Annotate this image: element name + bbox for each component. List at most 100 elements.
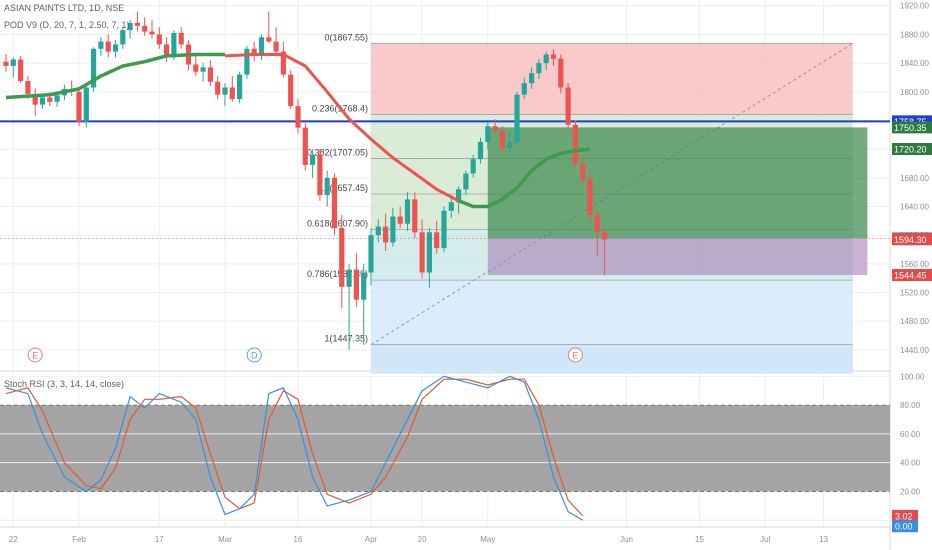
oscillator-legend: Stoch RSI (3, 3, 14, 14, close) <box>4 379 125 389</box>
candle-body <box>499 130 505 148</box>
time-tick-label: Jul <box>760 535 770 544</box>
candle-body <box>331 177 338 229</box>
price-tick-label: 1640.00 <box>900 203 929 212</box>
candle-body <box>602 232 608 240</box>
candle-body <box>47 97 53 102</box>
candle-body <box>178 32 184 45</box>
candle-body <box>258 37 265 56</box>
time-tick-label: Feb <box>72 535 86 544</box>
candle-body <box>54 95 60 102</box>
candle-body <box>426 232 432 273</box>
candle-body <box>383 226 389 243</box>
candle-body <box>397 216 403 224</box>
candle-body <box>112 44 119 52</box>
fib-level-label: 0.5(1657.45) <box>317 183 368 193</box>
osc-tick-label: 80.00 <box>900 401 921 410</box>
candle-body <box>448 202 454 211</box>
candle-body <box>565 87 571 125</box>
price-tick-label: 1560.00 <box>900 260 929 269</box>
osc-label-tag <box>892 520 918 533</box>
osc-tick-label: 60.00 <box>900 430 921 439</box>
candle-body <box>375 226 381 236</box>
price-tick-label: 1880.00 <box>900 30 929 39</box>
osc-tick-label: 20.00 <box>900 487 921 496</box>
candle-body <box>25 81 31 94</box>
candle-body <box>346 269 352 287</box>
osc-tick-label: 100.00 <box>900 372 925 381</box>
candle-body <box>76 91 82 122</box>
candle-body <box>514 94 520 142</box>
fib-level-label: 1(1447.35) <box>324 334 368 344</box>
price-tick-label: 1800.00 <box>900 88 929 97</box>
candle-body <box>558 58 564 88</box>
candle-body <box>456 189 462 203</box>
time-tick-label: 13 <box>819 535 828 544</box>
candle-body <box>572 124 578 164</box>
candle-body <box>193 64 199 72</box>
price-tick-label: 1920.00 <box>900 2 929 11</box>
candle-body <box>164 44 170 58</box>
ma-green-line <box>5 52 225 100</box>
candle-body <box>507 141 513 148</box>
fib-zone <box>371 43 853 115</box>
event-marker <box>27 347 43 363</box>
candle-body <box>200 67 206 72</box>
event-marker <box>567 347 583 363</box>
candle-body <box>550 54 557 59</box>
candle-body <box>10 59 16 66</box>
candle-body <box>83 87 89 122</box>
candle-body <box>273 41 279 52</box>
time-tick-label: 22 <box>9 535 18 544</box>
moving-averages <box>5 52 591 209</box>
price-tick-label: 1440.00 <box>900 346 929 355</box>
candle-body <box>529 73 535 84</box>
candle-body <box>587 179 593 216</box>
candle-body <box>580 163 586 180</box>
price-label-text: 1544.45 <box>894 271 927 281</box>
osc-label-tag <box>892 509 918 522</box>
candle-body <box>434 232 440 249</box>
candle-body <box>310 154 316 165</box>
candle-body <box>207 67 213 82</box>
candle-body <box>149 31 155 35</box>
candle-body <box>171 32 177 58</box>
candle-body <box>229 87 235 99</box>
event-label: D <box>251 351 258 361</box>
osc-label-text: 3.02 <box>895 511 913 521</box>
price-axis[interactable]: 1920.001880.001840.001800.001760.001720.… <box>891 0 932 550</box>
time-axis[interactable]: 22 Feb 17 Mar 16 Apr 20 May Jun 15 Jul 13 <box>9 535 829 544</box>
event-label: E <box>572 351 578 361</box>
fib-level-label: 0(1867.55) <box>324 32 368 42</box>
candle-body <box>18 59 24 82</box>
price-label-tag <box>892 121 932 134</box>
candle-body <box>244 48 250 75</box>
candle-body <box>156 34 162 45</box>
price-label-tag <box>892 233 932 246</box>
candle-body <box>127 22 133 31</box>
candle-body <box>441 210 447 249</box>
fib-zone <box>371 344 853 374</box>
time-tick-label: Mar <box>218 535 232 544</box>
price-label-tag <box>892 269 932 282</box>
candle-body <box>361 272 367 300</box>
candle-body <box>353 269 359 300</box>
candle-body <box>485 126 491 142</box>
price-tick-label: 1840.00 <box>900 59 929 68</box>
candle-body <box>521 83 527 95</box>
candle-body <box>339 228 345 287</box>
osc-tick-label: 40.00 <box>900 459 921 468</box>
indicator-legend: POD V9 (D, 20, 7, 1, 2.50, 7, 1) <box>4 20 130 30</box>
candle-body <box>280 51 286 75</box>
osc-label-text: 0.00 <box>895 522 913 532</box>
time-tick-label: Jun <box>620 535 633 544</box>
profit-zone <box>487 127 868 239</box>
long-position-tool[interactable] <box>487 127 868 276</box>
candle-body <box>594 215 600 233</box>
price-label-tag <box>892 143 932 156</box>
candle-body <box>288 74 294 107</box>
candle-body <box>251 48 257 56</box>
candle-body <box>120 30 126 45</box>
time-tick-label: 20 <box>418 535 427 544</box>
